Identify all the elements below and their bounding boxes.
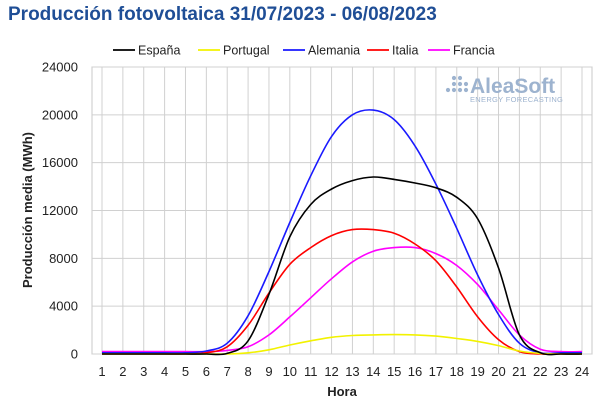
legend-item-espana: España <box>113 44 180 58</box>
legend-item-alemania: Alemania <box>283 44 360 58</box>
logo-brand: AleaSoft <box>470 75 555 98</box>
x-tick-label: 20 <box>491 364 505 379</box>
logo-dots-icon <box>445 75 469 93</box>
y-tick-label: 4000 <box>49 299 78 314</box>
legend: España Portugal Alemania Italia Francia <box>113 44 495 58</box>
x-tick-label: 9 <box>265 364 272 379</box>
series-line-italia <box>101 228 582 355</box>
y-tick-label: 8000 <box>49 251 78 266</box>
legend-item-francia: Francia <box>428 44 495 58</box>
logo-dot <box>451 75 457 81</box>
y-tick-label: 12000 <box>42 203 78 218</box>
chart-title: Producción fotovoltaica 31/07/2023 - 06/… <box>8 4 437 25</box>
logo-dot <box>445 87 451 93</box>
grid-lines <box>91 66 593 355</box>
x-tick-label: 13 <box>345 364 359 379</box>
aleasoft-logo: AleaSoft ENERGY FORECASTING <box>445 75 563 104</box>
y-tick-label: 0 <box>71 347 78 362</box>
y-axis-ticks: 0 4000 8000 12000 16000 20000 24000 <box>42 60 78 362</box>
logo-dot <box>451 87 457 93</box>
y-axis-label: Producción media (MWh) <box>20 132 35 288</box>
x-tick-label: 18 <box>450 364 464 379</box>
series-line-francia <box>101 246 583 353</box>
series-lines <box>101 109 583 356</box>
legend-label: Portugal <box>223 44 270 58</box>
x-tick-label: 10 <box>283 364 297 379</box>
logo-dot <box>457 75 463 81</box>
logo-dot <box>463 87 469 93</box>
x-tick-label: 15 <box>387 364 401 379</box>
x-tick-label: 4 <box>161 364 168 379</box>
legend-label: Francia <box>453 44 495 58</box>
x-tick-label: 1 <box>98 364 105 379</box>
x-tick-label: 22 <box>533 364 547 379</box>
x-tick-label: 17 <box>429 364 443 379</box>
legend-label: Alemania <box>308 44 360 58</box>
x-tick-label: 23 <box>554 364 568 379</box>
logo-tagline: ENERGY FORECASTING <box>470 95 563 104</box>
logo-dot <box>463 81 469 87</box>
x-tick-label: 14 <box>366 364 380 379</box>
x-tick-label: 3 <box>140 364 147 379</box>
legend-item-italia: Italia <box>367 44 418 58</box>
x-tick-label: 5 <box>182 364 189 379</box>
y-tick-label: 16000 <box>42 155 78 170</box>
legend-label: Italia <box>392 44 418 58</box>
legend-item-portugal: Portugal <box>198 44 270 58</box>
x-axis-label: Hora <box>327 384 357 399</box>
x-tick-label: 2 <box>119 364 126 379</box>
x-tick-label: 6 <box>203 364 210 379</box>
x-tick-label: 19 <box>470 364 484 379</box>
x-tick-label: 12 <box>324 364 338 379</box>
x-axis-ticks: 1 2 3 4 5 6 7 8 9 10 11 12 13 14 15 16 17 18 19 20 21 22 23 24 <box>98 364 589 379</box>
x-tick-label: 24 <box>575 364 589 379</box>
x-tick-label: 8 <box>244 364 251 379</box>
x-tick-label: 7 <box>224 364 231 379</box>
x-tick-label: 11 <box>304 364 318 379</box>
x-tick-label: 21 <box>512 364 526 379</box>
y-tick-label: 20000 <box>42 107 78 122</box>
legend-label: España <box>138 44 180 58</box>
series-line-alemania <box>102 109 582 355</box>
x-tick-label: 16 <box>408 364 422 379</box>
series-line-espana <box>101 176 583 356</box>
y-tick-label: 24000 <box>42 60 78 75</box>
logo-dot <box>451 81 457 87</box>
logo-dot <box>457 81 463 87</box>
logo-dot <box>457 87 463 93</box>
